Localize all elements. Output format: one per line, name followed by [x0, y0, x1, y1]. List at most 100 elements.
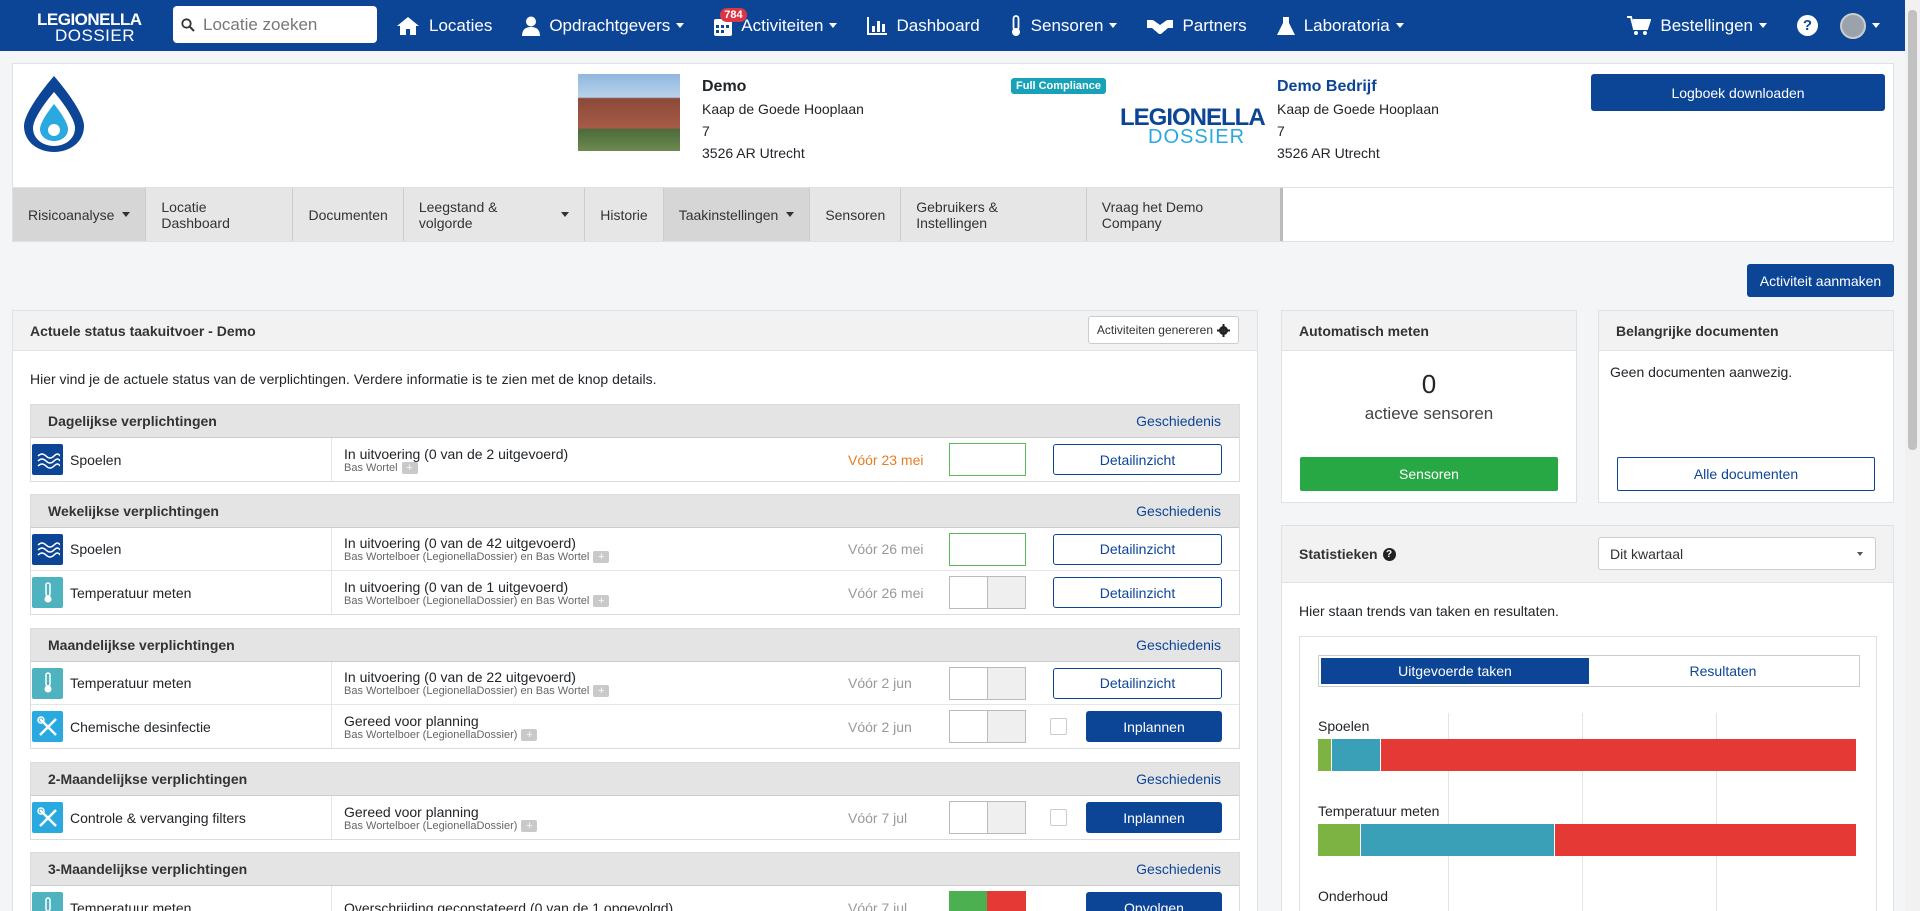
- add-assignee-icon[interactable]: +: [521, 819, 538, 832]
- history-link[interactable]: Geschiedenis: [1136, 637, 1221, 653]
- task-assignee: Bas Wortelboer (LegionellaDossier) en Ba…: [344, 594, 590, 607]
- add-assignee-icon[interactable]: +: [401, 461, 418, 474]
- add-assignee-icon[interactable]: +: [593, 594, 610, 607]
- select-checkbox[interactable]: [1050, 718, 1067, 735]
- sensors-button[interactable]: Sensoren: [1300, 457, 1558, 491]
- generate-activities-button[interactable]: Activiteiten genereren: [1087, 316, 1239, 344]
- tab-label: Taakinstellingen: [678, 206, 779, 223]
- create-activity-button[interactable]: Activiteit aanmaken: [1747, 264, 1894, 297]
- nav-label: Activiteiten: [741, 15, 824, 35]
- user-menu[interactable]: [1840, 0, 1880, 51]
- location-photo: [578, 74, 680, 151]
- tab-label: Sensoren: [825, 206, 886, 223]
- task-status: In uitvoering (0 van de 22 uitgevoerd) Ba…: [344, 669, 844, 697]
- add-assignee-icon[interactable]: +: [593, 685, 610, 697]
- nav-orders[interactable]: Bestellingen: [1627, 0, 1767, 51]
- task-row: Spoelen In uitvoering (0 van de 42 uitge…: [31, 527, 1239, 571]
- select-checkbox[interactable]: [1050, 809, 1067, 826]
- company-street: Kaap de Goede Hooplaan: [1277, 101, 1439, 117]
- sensor-count-label: actieve sensoren: [1364, 404, 1494, 423]
- tab-vraag[interactable]: Vraag het Demo Company: [1087, 188, 1283, 241]
- task-status: In uitvoering (0 van de 2 uitgevoerd) Bas…: [344, 446, 844, 474]
- segment-red: [1553, 824, 1856, 856]
- task-due-date: Vóór 26 mei: [848, 584, 924, 601]
- schedule-button[interactable]: Inplannen: [1086, 711, 1222, 742]
- bar-label-onderhoud: Onderhoud: [1318, 888, 1389, 904]
- download-log-button[interactable]: Logboek downloaden: [1591, 74, 1885, 111]
- tab-results[interactable]: Resultaten: [1689, 663, 1757, 679]
- status-card-title: Actuele status taakuitvoer - Demo: [30, 322, 256, 339]
- tab-sensoren[interactable]: Sensoren: [810, 188, 902, 241]
- status-card: Actuele status taakuitvoer - Demo Activi…: [12, 310, 1258, 911]
- nav-dashboard[interactable]: Dashboard: [867, 0, 980, 51]
- section-header: 3-Maandelijkse verplichtingen Geschiedeni…: [31, 853, 1239, 886]
- detail-button[interactable]: Detailinzicht: [1053, 577, 1222, 608]
- flask-icon: [1276, 16, 1295, 35]
- search-input[interactable]: Locatie zoeken: [173, 6, 377, 43]
- tab-historie[interactable]: Historie: [585, 188, 664, 241]
- period-select[interactable]: Dit kwartaal: [1598, 537, 1876, 570]
- company-city: 3526 AR Utrecht: [1277, 145, 1380, 161]
- detail-button[interactable]: Detailinzicht: [1053, 667, 1222, 699]
- thermometer-icon: [32, 667, 63, 699]
- task-assignee: Bas Wortel: [344, 461, 398, 474]
- question-circle-icon[interactable]: ?: [1382, 547, 1396, 561]
- schedule-button[interactable]: Inplannen: [1086, 802, 1222, 833]
- company-name[interactable]: Demo Bedrijf: [1277, 78, 1377, 95]
- task-due-date: Vóór 2 jun: [848, 675, 912, 691]
- tab-taakinstellingen[interactable]: Taakinstellingen: [663, 188, 811, 241]
- nav-partners[interactable]: Partners: [1147, 0, 1247, 51]
- caret-down-icon: [122, 212, 131, 217]
- task-row: Temperatuur meten Overschrijding geconst…: [31, 886, 1239, 911]
- history-link[interactable]: Geschiedenis: [1136, 771, 1221, 787]
- nav-laboratoria[interactable]: Laboratoria: [1276, 0, 1404, 51]
- history-link[interactable]: Geschiedenis: [1136, 413, 1221, 429]
- caret-down-icon: [561, 212, 570, 217]
- brand-logo[interactable]: LEGIONELLA DOSSIER: [0, 0, 160, 51]
- nav-sensoren[interactable]: Sensoren: [1010, 0, 1118, 51]
- scrollbar-thumb[interactable]: [1908, 10, 1917, 450]
- help-button[interactable]: ?: [1797, 0, 1818, 51]
- task-name: Controle & vervanging filters: [70, 796, 332, 839]
- company-address: Demo Bedrijf Kaap de Goede Hooplaan 7 35…: [1277, 76, 1439, 164]
- top-navbar: LEGIONELLA DOSSIER Locatie zoeken Locati…: [0, 0, 1920, 51]
- tab-label: Historie: [600, 206, 648, 223]
- tab-risicoanalyse[interactable]: Risicoanalyse: [13, 188, 147, 241]
- tab-gebruikers[interactable]: Gebruikers & Instellingen: [901, 188, 1087, 241]
- add-assignee-icon[interactable]: +: [521, 728, 538, 741]
- nav-activiteiten[interactable]: 784 Activiteiten: [714, 0, 838, 51]
- droplet-logo-icon: [24, 76, 84, 152]
- detail-button[interactable]: Detailinzicht: [1053, 533, 1222, 565]
- task-name: Temperatuur meten: [70, 571, 332, 614]
- segment-red: [1379, 739, 1856, 771]
- tab-leegstand[interactable]: Leegstand & volgorde: [404, 188, 586, 241]
- tab-completed-tasks[interactable]: Uitgevoerde taken: [1321, 658, 1589, 684]
- chart-icon: [867, 16, 888, 35]
- task-status-text: In uitvoering (0 van de 22 uitgevoerd): [344, 669, 576, 685]
- user-icon: [522, 16, 541, 36]
- section-daily: Dagelijkse verplichtingen Geschiedenis Sp…: [30, 404, 1240, 482]
- flush-icon: [32, 444, 63, 475]
- tab-documenten[interactable]: Documenten: [293, 188, 404, 241]
- follow-up-button[interactable]: Opvolgen: [1086, 892, 1222, 911]
- task-status-text: Gereed voor planning: [344, 712, 479, 729]
- history-link[interactable]: Geschiedenis: [1136, 503, 1221, 519]
- stats-card-title: Statistieken: [1299, 546, 1378, 562]
- tab-locatie-dashboard[interactable]: Locatie Dashboard: [146, 188, 294, 241]
- segment-blue: [1359, 824, 1554, 856]
- nav-opdrachtgevers[interactable]: Opdrachtgevers: [522, 0, 685, 51]
- gear-icon: [1217, 323, 1230, 337]
- page-scrollbar[interactable]: [1905, 0, 1920, 911]
- history-link[interactable]: Geschiedenis: [1136, 861, 1221, 877]
- auto-measure-card: Automatisch meten 0 actieve sensoren Sen…: [1281, 310, 1577, 503]
- avatar: [1840, 12, 1866, 39]
- task-row: Temperatuur meten In uitvoering (0 van d…: [31, 571, 1239, 614]
- all-docs-button[interactable]: Alle documenten: [1617, 457, 1875, 491]
- stats-chart-panel: Uitgevoerde taken Resultaten Spoelen Tem…: [1299, 636, 1877, 911]
- grid-line: [1448, 713, 1449, 911]
- detail-button[interactable]: Detailinzicht: [1053, 444, 1222, 475]
- task-name: Chemische desinfectie: [70, 705, 332, 748]
- nav-locaties[interactable]: Locaties: [396, 0, 492, 51]
- section-title: 2-Maandelijkse verplichtingen: [48, 771, 248, 787]
- add-assignee-icon[interactable]: +: [593, 551, 610, 563]
